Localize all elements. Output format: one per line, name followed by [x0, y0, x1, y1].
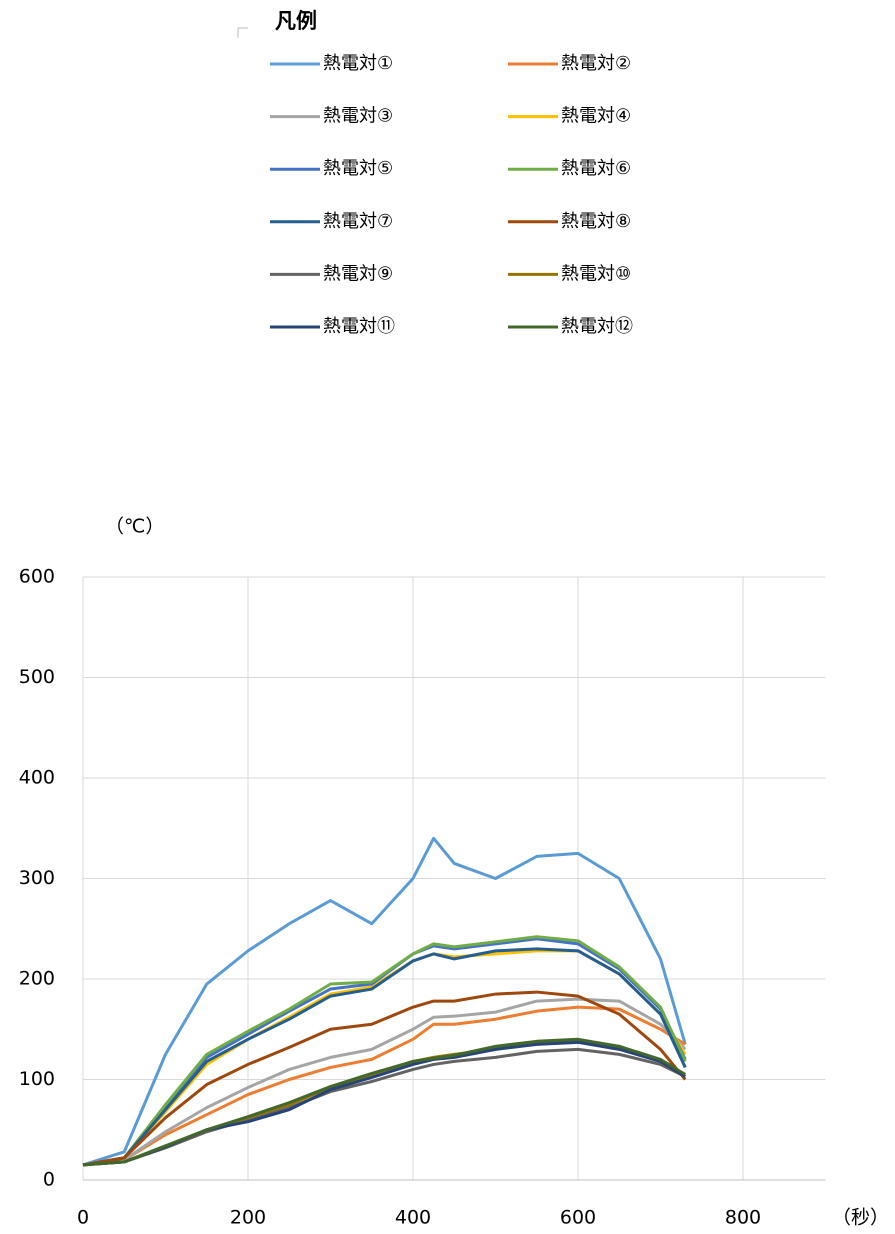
series-line	[82, 997, 687, 1167]
series-line	[82, 947, 687, 1167]
series-line	[82, 1047, 686, 1167]
legend-label: 熱電対④	[561, 106, 631, 127]
legend-label: 熱電対⑨	[323, 263, 393, 284]
x-tick-label: 400	[395, 1207, 431, 1229]
legend-label: 熱電対③	[323, 106, 393, 127]
x-tick-label: 600	[560, 1207, 596, 1229]
y-tick-label: 400	[19, 767, 55, 789]
legend-label: 熱電対⑧	[561, 211, 631, 232]
x-axis-label: （秒）	[832, 1207, 889, 1229]
legend-title: 凡例	[275, 9, 317, 33]
legend-label: 熱電対②	[561, 53, 631, 74]
legend-label: 熱電対①	[323, 53, 393, 74]
x-tick-label: 200	[230, 1207, 266, 1229]
y-tick-label: 0	[43, 1169, 55, 1191]
legend-label: 熱電対⑦	[323, 211, 393, 232]
series-line	[82, 990, 687, 1167]
y-axis-label: （℃）	[105, 516, 164, 538]
x-tick-label: 800	[725, 1207, 761, 1229]
legend-label: 熱電対⑩	[561, 263, 631, 284]
y-tick-label: 100	[19, 1068, 55, 1090]
legend-label: 熱電対⑪	[323, 316, 395, 337]
series-line	[82, 1005, 687, 1167]
legend-label: 熱電対⑤	[323, 158, 393, 179]
legend-corner	[237, 27, 248, 38]
x-tick-label: 0	[77, 1207, 89, 1229]
legend-label: 熱電対⑫	[561, 316, 633, 337]
series-line	[82, 836, 687, 1167]
series-line	[82, 1037, 687, 1167]
y-tick-label: 200	[19, 968, 55, 990]
y-tick-label: 600	[19, 566, 55, 588]
y-tick-label: 300	[19, 867, 55, 889]
series-line	[82, 935, 687, 1167]
series-line	[82, 949, 687, 1167]
y-tick-label: 500	[19, 666, 55, 688]
legend-label: 熱電対⑥	[561, 158, 631, 179]
